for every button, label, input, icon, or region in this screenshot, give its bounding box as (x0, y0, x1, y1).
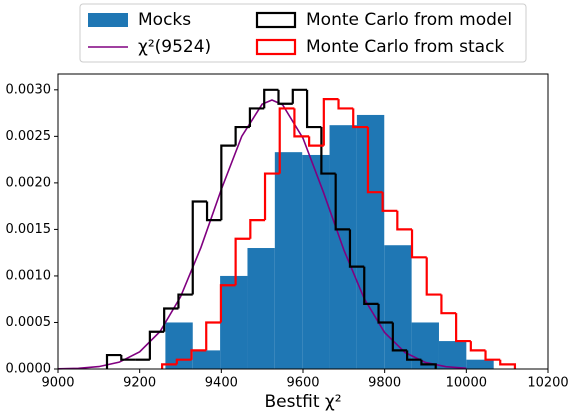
x-axis-label: Bestfit χ² (264, 392, 341, 412)
step-bin (120, 355, 136, 361)
legend-label: Monte Carlo from model (306, 10, 512, 30)
y-tick-label: 0.0030 (6, 82, 52, 97)
step-bin (499, 359, 517, 369)
bar (466, 359, 494, 369)
step-bin (455, 313, 471, 343)
bar (274, 152, 303, 369)
step-bin (381, 192, 398, 212)
step-bin (366, 127, 383, 194)
step-bin (148, 330, 165, 360)
step-bin (219, 284, 236, 323)
step-bin (440, 294, 457, 315)
step-bin (410, 229, 427, 259)
step-bin (191, 200, 208, 295)
x-tick-label: 9200 (123, 376, 156, 391)
step-bin (348, 229, 365, 268)
x-tick-label: 10000 (446, 376, 487, 391)
y-tick-label: 0.0010 (6, 268, 52, 283)
step-bin (484, 350, 501, 361)
step-bin (249, 219, 266, 239)
legend-box (79, 3, 527, 63)
step-bin (320, 127, 336, 175)
step-bin (337, 99, 354, 110)
step-bin (278, 107, 295, 174)
y-tick-label: 0.0005 (6, 315, 52, 330)
step-bin (334, 173, 350, 231)
step-bin (420, 359, 437, 369)
step-bin (391, 322, 408, 352)
bar (411, 322, 439, 369)
step-bin (163, 307, 179, 332)
step-bin (205, 201, 222, 222)
bar (438, 341, 467, 369)
step-bin (161, 363, 177, 369)
step-bin (305, 89, 322, 129)
bar (247, 248, 275, 369)
bar (302, 154, 330, 369)
x-tick-label: 9800 (368, 376, 401, 391)
step-bin (220, 144, 236, 221)
step-bin (190, 349, 207, 360)
x-tick-label: 9600 (286, 376, 319, 391)
x-tick-label: 9400 (205, 376, 238, 391)
x-tick-label: 10200 (527, 376, 568, 391)
x-tick-label: 9000 (41, 376, 74, 391)
step-bin (205, 321, 221, 351)
step-bin (234, 237, 251, 286)
step-bin (425, 257, 442, 296)
step-bin (263, 88, 279, 109)
legend-label: Mocks (138, 10, 191, 30)
step-bin (277, 89, 293, 105)
step-bin (105, 353, 122, 369)
step-bin (293, 108, 310, 138)
step-bin (363, 266, 379, 305)
step-bin (469, 341, 486, 352)
legend-label: χ²(9524) (138, 37, 211, 57)
step-bin (175, 358, 192, 365)
step-bin (396, 210, 413, 231)
legend-swatch (255, 11, 297, 29)
step-bin (234, 125, 250, 146)
legend-swatch (255, 38, 297, 56)
step-bin (322, 98, 339, 146)
bar (384, 245, 412, 369)
y-tick-label: 0.0000 (6, 362, 52, 377)
step-bin (352, 108, 368, 129)
y-tick-label: 0.0015 (6, 222, 52, 237)
y-tick-label: 0.0020 (6, 175, 52, 190)
step-bin (248, 107, 265, 128)
step-bin (308, 136, 324, 147)
curve (57, 99, 467, 370)
bar (165, 322, 193, 369)
bar (220, 275, 248, 369)
step-bin (263, 172, 280, 221)
legend-label: Monte Carlo from stack (306, 37, 504, 57)
step-bin (291, 88, 308, 104)
legend-swatch (88, 13, 128, 27)
bar (356, 114, 385, 369)
bar (192, 350, 221, 369)
step-bin (406, 350, 422, 361)
y-tick-label: 0.0025 (6, 129, 52, 144)
step-bin (177, 293, 193, 309)
step-bin (377, 303, 393, 324)
